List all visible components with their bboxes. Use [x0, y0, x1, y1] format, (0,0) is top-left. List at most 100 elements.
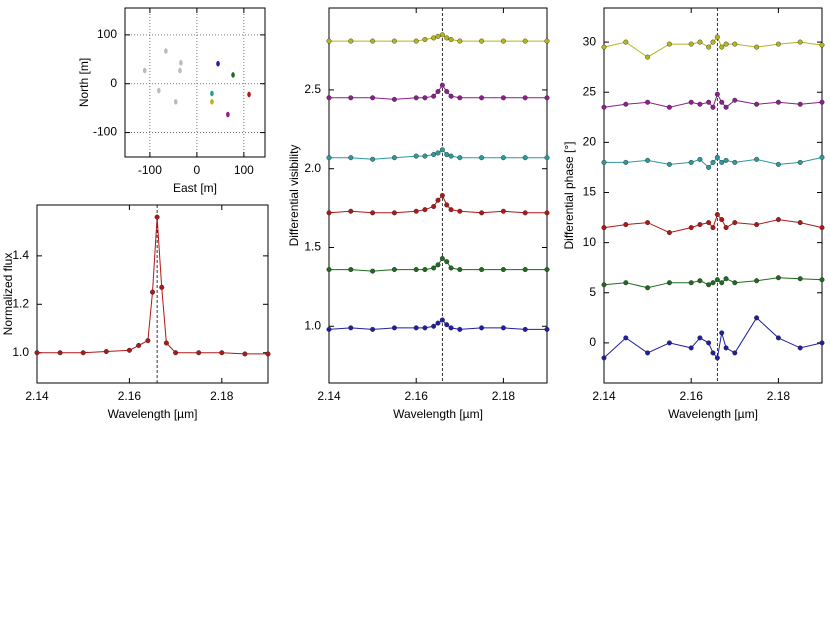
uv-point: [178, 67, 182, 74]
data-point: [714, 154, 720, 160]
uv-point: [179, 59, 183, 66]
data-point: [444, 259, 450, 265]
x-axis-label: Wavelength [µm]: [668, 407, 758, 421]
data-point: [413, 153, 419, 159]
data-point: [413, 325, 419, 331]
data-point: [522, 210, 528, 216]
data-point: [444, 202, 450, 208]
data-point: [435, 150, 441, 156]
data-point: [391, 38, 397, 44]
data-point: [500, 38, 506, 44]
data-point: [623, 159, 629, 165]
data-point: [500, 155, 506, 161]
data-point: [775, 275, 781, 281]
data-point: [348, 325, 354, 331]
data-point: [706, 164, 712, 170]
data-point: [145, 338, 151, 344]
data-point: [645, 220, 651, 226]
data-point: [688, 159, 694, 165]
data-point: [719, 99, 725, 105]
data-point: [431, 152, 437, 158]
data-point: [732, 220, 738, 226]
data-point: [479, 155, 485, 161]
data-point: [431, 204, 437, 210]
data-point: [688, 280, 694, 286]
y-tick-label: 1.0: [304, 318, 321, 332]
x-tick-label: 2.16: [405, 389, 429, 403]
data-point: [623, 280, 629, 286]
data-point: [706, 282, 712, 288]
data-point: [797, 101, 803, 107]
data-point: [422, 37, 428, 43]
y-tick-label: 1.2: [12, 296, 29, 310]
data-point: [326, 95, 332, 101]
data-point: [688, 225, 694, 231]
data-point: [544, 267, 550, 273]
x-tick-label: 100: [234, 163, 254, 177]
data-point: [706, 220, 712, 226]
series-line: [603, 36, 823, 58]
y-tick-label: 15: [583, 185, 597, 199]
series-line: [603, 92, 823, 109]
x-tick-label: 2.18: [767, 389, 791, 403]
data-point: [666, 340, 672, 346]
data-point: [439, 32, 445, 38]
data-point: [154, 214, 160, 220]
data-point: [719, 280, 725, 286]
data-point: [439, 147, 445, 153]
data-point: [522, 155, 528, 161]
x-axis-label: Wavelength [µm]: [108, 407, 198, 421]
uv-point: [164, 48, 168, 54]
data-point: [732, 97, 738, 103]
data-point: [719, 330, 725, 336]
data-point: [265, 351, 271, 357]
data-point: [732, 159, 738, 165]
x-tick-label: -100: [138, 163, 162, 177]
data-point: [710, 280, 716, 286]
data-point: [645, 157, 651, 163]
data-point: [623, 101, 629, 107]
data-point: [645, 99, 651, 105]
data-point: [719, 217, 725, 223]
data-point: [439, 256, 445, 262]
data-point: [348, 38, 354, 44]
data-point: [601, 104, 607, 110]
data-point: [710, 225, 716, 231]
data-point: [754, 278, 760, 284]
data-point: [544, 326, 550, 332]
data-point: [797, 159, 803, 165]
data-point: [601, 355, 607, 361]
data-point: [500, 325, 506, 331]
data-point: [435, 197, 441, 203]
data-point: [819, 99, 825, 105]
data-point: [431, 35, 437, 41]
series-line: [329, 84, 547, 100]
x-tick-label: 0: [194, 163, 201, 177]
x-axis-label: Wavelength [µm]: [393, 407, 483, 421]
data-point: [448, 325, 454, 331]
data-point: [645, 54, 651, 60]
data-point: [444, 152, 450, 158]
data-point: [413, 208, 419, 214]
data-point: [479, 325, 485, 331]
data-point: [645, 350, 651, 356]
data-point: [370, 326, 376, 332]
data-point: [797, 276, 803, 282]
data-point: [623, 39, 629, 45]
data-point: [719, 44, 725, 50]
data-point: [34, 350, 40, 356]
data-point: [723, 41, 729, 47]
y-tick-label: 2.5: [304, 82, 321, 96]
data-point: [391, 267, 397, 273]
data-point: [706, 44, 712, 50]
data-point: [448, 153, 454, 159]
data-point: [422, 207, 428, 213]
data-point: [666, 161, 672, 167]
y-tick-label: 1.4: [12, 248, 29, 262]
data-point: [348, 267, 354, 273]
data-point: [522, 38, 528, 44]
data-point: [422, 325, 428, 331]
data-point: [754, 156, 760, 162]
series-line: [604, 156, 823, 169]
data-point: [479, 267, 485, 273]
